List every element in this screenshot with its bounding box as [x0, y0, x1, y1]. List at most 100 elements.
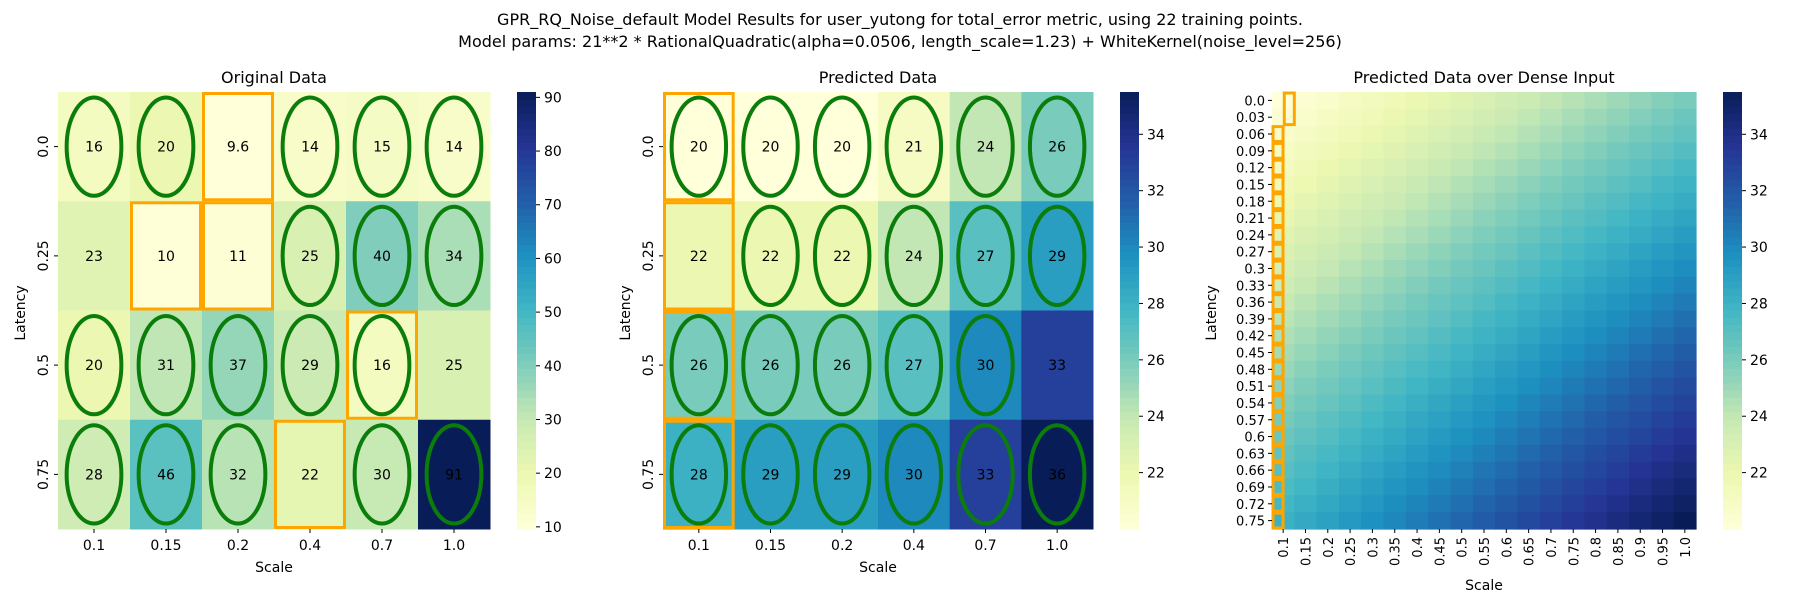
- heatmap-cell: [1584, 310, 1608, 328]
- colorbar-segment: [1723, 186, 1742, 195]
- heatmap-cell: [1629, 108, 1652, 127]
- colorbar-segment: [1723, 223, 1742, 231]
- heatmap-cell: [274, 419, 347, 530]
- heatmap-cell: [1405, 444, 1429, 463]
- colorbar-segment: [1120, 332, 1139, 341]
- x-tick-label: 0.35: [1389, 537, 1404, 566]
- orange-box-marker: [1271, 242, 1285, 261]
- colorbar-segment: [1120, 274, 1139, 282]
- colorbar-segment: [1723, 390, 1742, 399]
- heatmap-cell: [1651, 394, 1675, 412]
- heatmap-cell: [1472, 159, 1496, 177]
- y-tick-label: 0.75: [1236, 515, 1265, 530]
- colorbar-segment: [517, 223, 536, 231]
- heatmap-predicted-dense: Predicted Data over Dense Input Scale La…: [1204, 68, 1768, 594]
- heatmap-cell: [1651, 428, 1675, 446]
- heatmap-cell: [1584, 125, 1608, 144]
- green-ellipse-marker: [280, 95, 340, 198]
- heatmap-cell: [1405, 92, 1429, 110]
- heatmap-cell: [1651, 495, 1675, 513]
- heatmap-cell: [1472, 310, 1496, 328]
- heatmap-cell: [1562, 108, 1586, 127]
- heatmap-cell: [1294, 394, 1318, 412]
- colorbar-tick-label: 28: [1750, 296, 1768, 312]
- heatmap-cell: [1294, 377, 1318, 396]
- heatmap-cell: [1517, 176, 1541, 194]
- y-tick-label: 0.6: [1244, 431, 1265, 446]
- colorbar-segment: [517, 172, 536, 180]
- colorbar-segment: [1723, 499, 1742, 508]
- y-tick-label: 0.18: [1236, 195, 1265, 210]
- green-ellipse-marker: [956, 313, 1015, 417]
- cell-value-label: 20: [157, 140, 175, 156]
- heatmap-cell: [1338, 108, 1362, 127]
- heatmap-cell: [1294, 276, 1318, 295]
- heatmap-cell: [1021, 419, 1094, 530]
- heatmap-cell: [1606, 428, 1630, 446]
- colorbar-segment: [1120, 419, 1139, 428]
- heatmap-cell: [1584, 394, 1608, 412]
- colorbar-segment: [1723, 463, 1742, 472]
- heatmap-cell: [1383, 495, 1407, 513]
- green-ellipse-marker: [208, 313, 268, 417]
- heatmap-cell: [1495, 394, 1519, 412]
- cell-value-label: 32: [229, 467, 247, 483]
- heatmap-cell: [1383, 260, 1407, 278]
- heatmap-cell: [346, 201, 419, 311]
- heatmap-cell: [1021, 310, 1094, 421]
- heatmap-cell: [1383, 428, 1407, 446]
- heatmap-cell: [1495, 411, 1519, 429]
- heatmap-cell: [1338, 176, 1362, 194]
- x-tick-label: 0.15: [1299, 537, 1314, 566]
- heatmap-cell: [58, 310, 131, 421]
- x-axis-label: Scale: [859, 560, 897, 576]
- heatmap-cell: [1584, 243, 1608, 261]
- heatmap-cell: [1606, 344, 1630, 362]
- heatmap-cell: [1450, 142, 1474, 160]
- colorbar-segment: [1120, 99, 1139, 108]
- colorbar-segment: [1120, 179, 1139, 188]
- heatmap-cell: [1472, 260, 1496, 278]
- heatmap-cell: [1562, 209, 1586, 228]
- heatmap-cell: [1651, 92, 1675, 110]
- heatmap-cell: [1517, 394, 1541, 412]
- colorbar-segment: [1120, 390, 1139, 399]
- heatmap-cell: [1495, 192, 1519, 211]
- heatmap-cell: [1517, 461, 1541, 480]
- orange-box-marker: [1271, 310, 1285, 328]
- heatmap-cell: [1361, 226, 1385, 244]
- heatmap-cell: [1405, 377, 1429, 396]
- heatmap-cell: [1294, 209, 1318, 228]
- cell-value-label: 20: [762, 140, 780, 156]
- heatmap-cell: [1405, 226, 1429, 244]
- heatmap-cell: [1361, 411, 1385, 429]
- colorbar-segment: [1723, 368, 1742, 377]
- heatmap-cell: [1495, 377, 1519, 396]
- colorbar-segment: [1120, 317, 1139, 326]
- heatmap-cell: [1606, 478, 1630, 496]
- heatmap-cell: [1383, 377, 1407, 396]
- green-ellipse-marker: [669, 95, 729, 198]
- colorbar-segment: [517, 244, 536, 253]
- colorbar-segment: [1723, 470, 1742, 479]
- orange-box-marker: [663, 201, 735, 311]
- colorbar-segment: [1723, 397, 1742, 406]
- heatmap-cell: [1383, 125, 1407, 144]
- heatmap-cell: [1539, 310, 1563, 328]
- green-ellipse-marker: [424, 423, 484, 526]
- heatmap-cell: [1316, 176, 1340, 194]
- x-tick-label: 0.2: [227, 538, 249, 554]
- heatmap-cell: [1383, 176, 1407, 194]
- cell-value-label: 40: [373, 249, 391, 265]
- heatmap-cell: [1584, 293, 1608, 312]
- green-ellipse-marker: [208, 423, 268, 526]
- heatmap-cell: [1316, 495, 1340, 513]
- heatmap-cell: [1584, 360, 1608, 379]
- colorbar-segment: [1723, 448, 1742, 457]
- colorbar-segment: [1723, 230, 1742, 239]
- colorbar-segment: [1723, 346, 1742, 355]
- heatmap-cell: [1361, 108, 1385, 127]
- heatmap-cell: [1316, 226, 1340, 244]
- heatmap-cell: [1405, 142, 1429, 160]
- green-ellipse-marker: [812, 423, 872, 526]
